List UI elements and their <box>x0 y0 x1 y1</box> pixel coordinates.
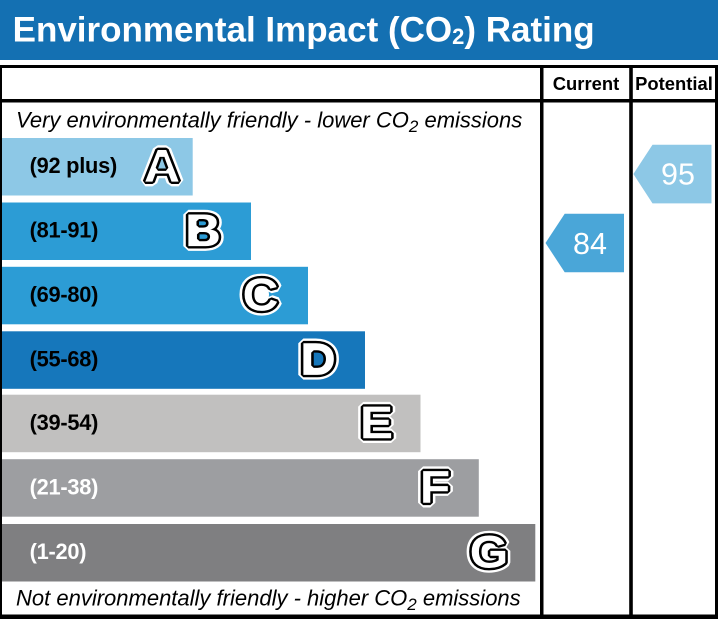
svg-text:(81-91): (81-91) <box>30 218 99 243</box>
svg-text:(39-54): (39-54) <box>30 410 99 435</box>
svg-text:95: 95 <box>661 158 695 192</box>
svg-text:Not environmentally friendly -: Not environmentally friendly - higher CO… <box>16 585 521 614</box>
svg-text:84: 84 <box>573 227 607 261</box>
svg-text:Potential: Potential <box>635 73 713 94</box>
svg-text:Environmental Impact (CO2) Rat: Environmental Impact (CO2) Rating <box>13 11 595 50</box>
svg-text:(55-68): (55-68) <box>30 347 99 372</box>
svg-text:(1-20): (1-20) <box>30 539 87 564</box>
svg-text:Very environmentally friendly: Very environmentally friendly - lower CO… <box>16 107 522 136</box>
svg-text:Current: Current <box>553 73 619 94</box>
svg-text:(21-38): (21-38) <box>30 474 99 499</box>
svg-text:(92 plus): (92 plus) <box>30 153 117 178</box>
svg-text:(69-80): (69-80) <box>30 282 99 307</box>
